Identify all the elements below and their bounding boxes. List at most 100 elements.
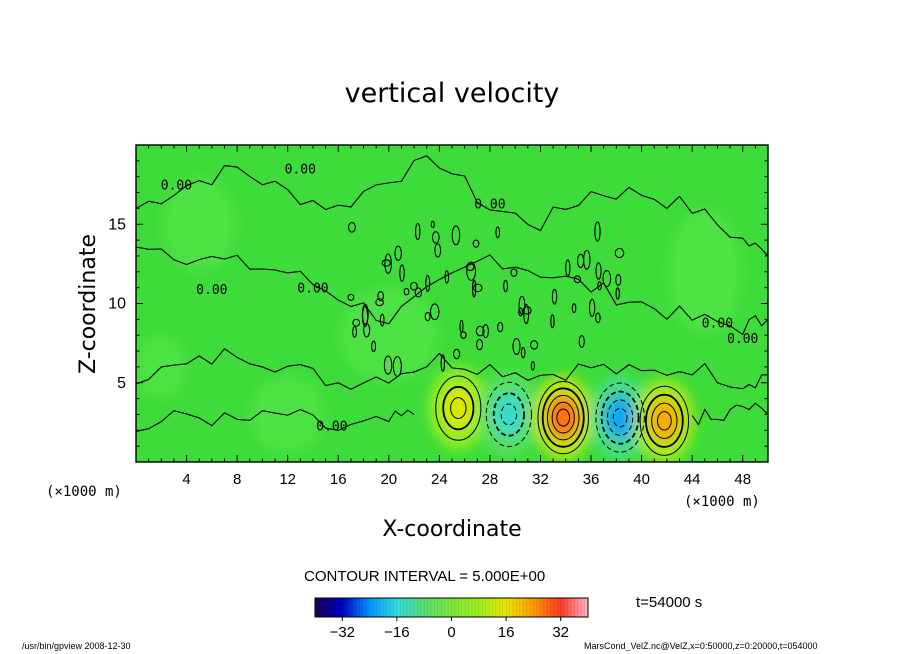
turbulent-contour xyxy=(472,283,483,293)
x-axis-label: X-coordinate xyxy=(382,517,521,542)
x-tick-label: 28 xyxy=(482,471,499,488)
downdraft-core xyxy=(492,392,525,437)
turbulent-contour xyxy=(595,262,602,280)
x-unit-right: (×1000 m) xyxy=(684,494,760,510)
turbulent-contour xyxy=(518,295,526,315)
turbulent-contour xyxy=(429,303,440,321)
turbulent-contour xyxy=(414,222,421,241)
zero-contour xyxy=(136,347,768,390)
footer-right: MarsCond_VelZ.nc@VelZ,x=0:50000,z=0:2000… xyxy=(584,641,818,651)
x-tick-label: 36 xyxy=(583,471,600,488)
colorbar-tick-label: 0 xyxy=(447,624,455,641)
turbulent-contour xyxy=(430,220,435,229)
zero-contour-label: 0.00 xyxy=(316,419,347,434)
x-tick-label: 48 xyxy=(734,471,751,488)
turbulent-contour xyxy=(383,355,393,375)
turbulent-contour xyxy=(573,275,582,284)
contour-line xyxy=(556,408,571,427)
x-tick-label: 44 xyxy=(684,471,701,488)
contour-line xyxy=(656,411,672,431)
contour-line xyxy=(551,401,575,434)
turbulent-contour xyxy=(503,279,509,293)
contour-line xyxy=(435,375,482,441)
turbulent-contour xyxy=(571,303,577,314)
x-tick-label: 20 xyxy=(380,471,397,488)
contour-line xyxy=(612,407,628,428)
turbulent-contour xyxy=(371,340,377,353)
turbulent-contour xyxy=(451,225,461,246)
turbulent-contour xyxy=(452,348,461,360)
turbulent-contour xyxy=(352,318,361,327)
turbulent-contour xyxy=(431,231,440,244)
turbulent-contour xyxy=(551,288,558,305)
turbulent-contour xyxy=(471,279,477,298)
turbulent-contour xyxy=(583,249,591,270)
turbulent-contour xyxy=(410,281,418,291)
turbulent-contour xyxy=(465,262,475,272)
turbulent-contour xyxy=(588,298,596,317)
zero-contour xyxy=(136,155,768,257)
turbulent-contour xyxy=(394,245,402,262)
downdraft-core xyxy=(604,395,637,440)
turbulent-contour xyxy=(425,274,431,292)
field-patch xyxy=(161,176,237,272)
contour-line xyxy=(639,385,690,456)
y-axis-label: Z-coordinate xyxy=(76,234,101,374)
turbulent-contour xyxy=(434,243,442,258)
turbulent-contour xyxy=(518,307,523,317)
colorbar-tick-label: 32 xyxy=(552,624,569,641)
updraft-core xyxy=(442,386,475,431)
field-patch xyxy=(249,374,326,454)
colorbar-tick-label: 16 xyxy=(498,624,515,641)
contour-line xyxy=(651,402,678,439)
field-patch xyxy=(338,287,440,383)
contour-line xyxy=(500,403,518,426)
turbulent-contour xyxy=(466,261,477,281)
turbulent-contour xyxy=(615,274,622,286)
chart-title: vertical velocity xyxy=(345,78,560,109)
zero-contour xyxy=(136,246,768,336)
zero-contour-label: 0.00 xyxy=(161,178,192,193)
turbulent-contour xyxy=(403,287,410,296)
y-tick-label: 15 xyxy=(108,216,126,233)
turbulent-contour xyxy=(363,322,371,338)
contour-line xyxy=(546,394,580,441)
y-tick-label: 5 xyxy=(117,375,126,392)
turbulent-contour xyxy=(530,340,539,350)
turbulent-contour xyxy=(392,355,402,377)
x-tick-label: 40 xyxy=(633,471,650,488)
x-tick-label: 16 xyxy=(330,471,347,488)
y-tick-label: 10 xyxy=(108,296,126,313)
colorbar-tick-label: −32 xyxy=(330,624,355,641)
zero-contour xyxy=(136,408,415,432)
zero-contour-label: 0.00 xyxy=(474,197,505,212)
turbulent-contour xyxy=(460,331,467,339)
turbulent-contour xyxy=(530,360,535,371)
contour-line xyxy=(595,382,645,453)
x-tick-label: 8 xyxy=(233,471,241,488)
turbulent-contour xyxy=(476,338,484,351)
turbulent-contour xyxy=(347,293,355,301)
turbulent-contour xyxy=(459,319,464,334)
contour-line xyxy=(485,381,532,448)
colorbar-tick-label: −16 xyxy=(384,624,409,641)
turbulent-contour xyxy=(565,259,571,277)
turbulent-contour xyxy=(495,226,501,239)
field-patch xyxy=(667,208,743,335)
zero-contour-label: 0.00 xyxy=(285,163,316,178)
contour-line xyxy=(606,399,634,436)
turbulent-contour xyxy=(520,347,526,359)
contour-line xyxy=(492,392,525,437)
turbulent-contour xyxy=(348,222,356,233)
zero-contour-label: 0.00 xyxy=(297,281,328,296)
turbulent-contour xyxy=(595,312,601,324)
updraft-core xyxy=(648,398,681,443)
turbulent-contour xyxy=(602,270,612,288)
turbulent-contour xyxy=(381,259,391,267)
contour-line xyxy=(541,387,585,448)
turbulent-contour xyxy=(384,253,392,274)
zero-contour-label: 0.00 xyxy=(727,332,758,347)
turbulent-contour xyxy=(615,287,620,300)
x-tick-label: 24 xyxy=(431,471,448,488)
